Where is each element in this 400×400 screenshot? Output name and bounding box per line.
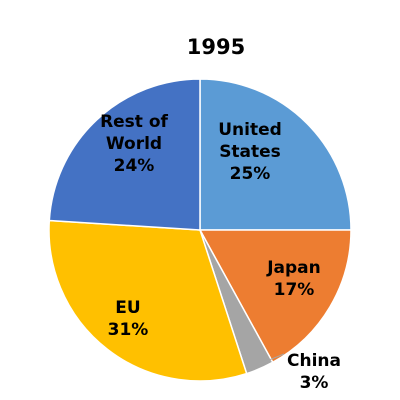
pie-slice-rest-of-world xyxy=(48,78,201,231)
pie-slices xyxy=(48,78,352,382)
pie-slice-united-states xyxy=(199,78,352,231)
slice-label-eu: EU 31% xyxy=(108,298,149,340)
leader-line-china xyxy=(257,353,285,365)
pie-slice-japan xyxy=(198,229,352,364)
slice-label-rest-of-world: Rest of World 24% xyxy=(100,112,168,176)
slice-label-japan: Japan 17% xyxy=(266,258,321,300)
slice-label-united-states: United States 25% xyxy=(218,120,282,184)
slice-labels: United States 25% Japan 17% China 3% EU 31% Rest … xyxy=(100,112,341,393)
pie-slice-eu xyxy=(48,219,248,382)
slice-label-china: China 3% xyxy=(287,351,341,393)
chart-title: 1995 xyxy=(187,35,245,59)
leader-lines xyxy=(257,353,285,365)
